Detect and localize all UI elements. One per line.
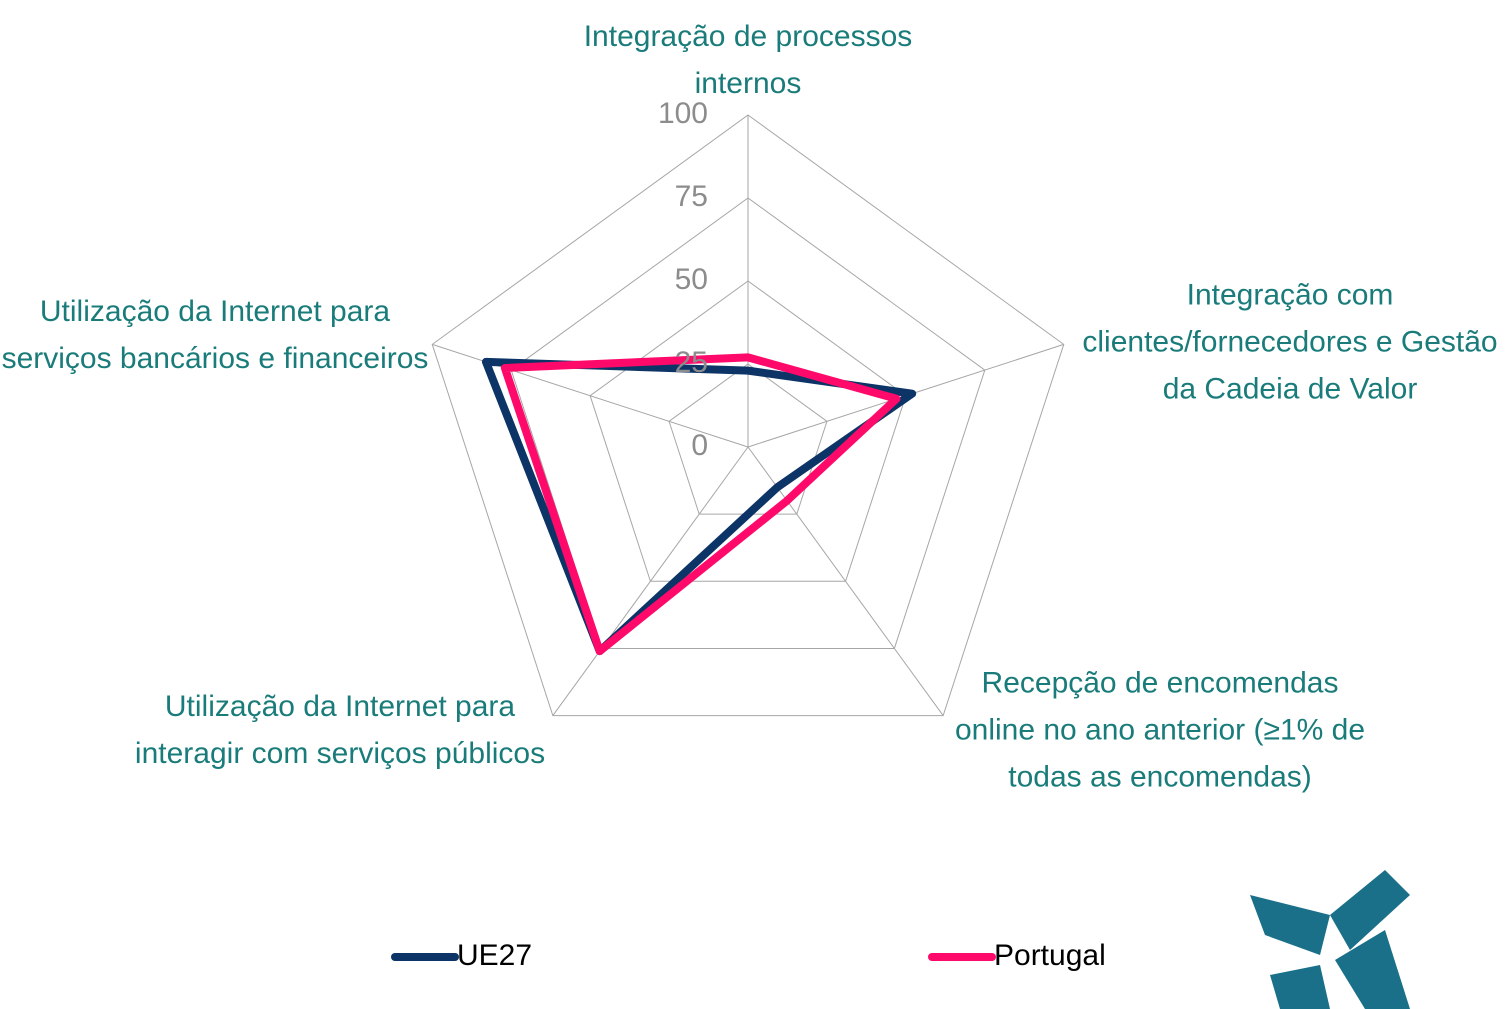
axis-label: Utilização da Internet para interagir co…	[134, 690, 546, 770]
legend-label: Portugal	[994, 939, 1106, 972]
logo	[1250, 870, 1410, 1009]
y-tick-label: 75	[675, 180, 708, 213]
grid-line	[510, 197, 986, 649]
y-tick-label: 0	[691, 429, 708, 462]
axis-label: Recepção de encomendas online no ano ant…	[954, 666, 1366, 794]
logo-shape	[1335, 930, 1410, 1009]
y-tick-label: 50	[675, 263, 708, 296]
legend-label: UE27	[457, 939, 532, 972]
y-tick-label: 100	[658, 97, 708, 130]
axis-label: Utilização da Internet para serviços ban…	[1, 295, 429, 375]
axis-label: Integração com clientes/fornecedores e G…	[1082, 278, 1498, 406]
y-tick-label: 25	[675, 346, 708, 379]
grid-line	[589, 280, 907, 582]
grid-line	[431, 114, 1065, 717]
axis-label: Integração de processos internos	[583, 20, 913, 100]
logo-shape	[1270, 965, 1330, 1009]
logo-shape	[1330, 870, 1410, 950]
logo-shape	[1250, 895, 1330, 955]
series-line	[500, 353, 901, 656]
